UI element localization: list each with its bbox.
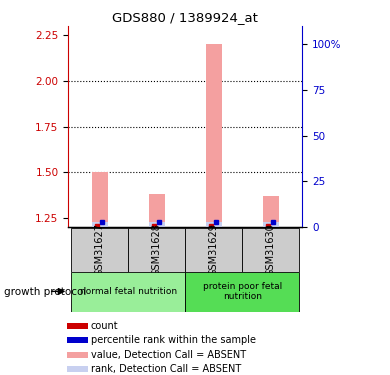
Text: GSM31627: GSM31627 (95, 223, 105, 276)
Text: count: count (91, 321, 119, 331)
Text: protein poor fetal
nutrition: protein poor fetal nutrition (203, 282, 282, 302)
Text: rank, Detection Call = ABSENT: rank, Detection Call = ABSENT (91, 364, 241, 374)
Bar (206, 45, 222, 227)
Bar (263, 196, 279, 227)
Text: value, Detection Call = ABSENT: value, Detection Call = ABSENT (91, 350, 246, 360)
Bar (71, 228, 128, 272)
Bar (67, 323, 88, 329)
Bar (206, 222, 222, 227)
Bar (263, 222, 279, 227)
Text: growth protocol: growth protocol (4, 287, 86, 297)
Bar (149, 222, 165, 227)
Text: GSM31628: GSM31628 (152, 224, 162, 276)
Title: GDS880 / 1389924_at: GDS880 / 1389924_at (112, 11, 258, 24)
Bar (67, 366, 88, 372)
Text: GSM31630: GSM31630 (266, 224, 276, 276)
Bar (92, 222, 108, 227)
Bar (67, 337, 88, 343)
Bar (67, 352, 88, 358)
Bar (92, 172, 108, 227)
Bar (71, 272, 185, 312)
Bar (128, 228, 185, 272)
Text: GSM31629: GSM31629 (209, 224, 219, 276)
Text: percentile rank within the sample: percentile rank within the sample (91, 335, 256, 345)
Bar (185, 228, 242, 272)
Bar (185, 272, 300, 312)
Text: normal fetal nutrition: normal fetal nutrition (80, 287, 177, 296)
Bar (149, 194, 165, 227)
Bar (242, 228, 300, 272)
